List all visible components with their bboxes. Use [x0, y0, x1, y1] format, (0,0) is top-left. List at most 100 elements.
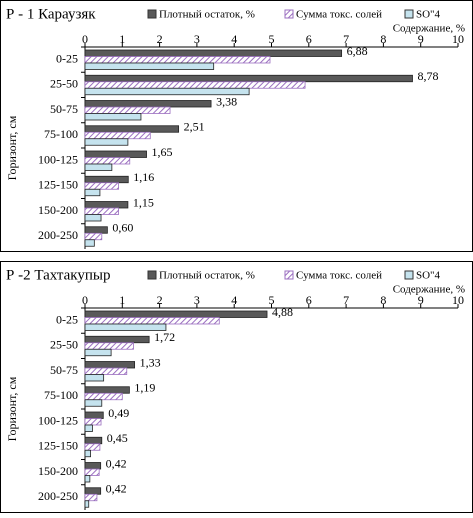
- value-label: 3,38: [216, 94, 237, 108]
- x-tick-label: 3: [194, 293, 200, 307]
- bar: [84, 150, 147, 158]
- bar: [84, 113, 142, 121]
- bar: [84, 207, 119, 215]
- x-tick-label: 1: [119, 293, 125, 307]
- bar: [84, 239, 95, 247]
- y-tick-label: 25-50: [50, 338, 78, 352]
- value-label: 0,45: [107, 431, 128, 445]
- x-tick-label: 6: [306, 293, 312, 307]
- y-tick-label: 200-250: [38, 489, 78, 503]
- value-label: 1,33: [140, 355, 161, 369]
- value-label: 1,19: [134, 381, 155, 395]
- bar: [84, 449, 91, 458]
- y-tick-label: 50-75: [50, 363, 78, 377]
- value-label: 0,42: [106, 456, 127, 470]
- x-tick-label: 6: [306, 32, 312, 46]
- x-tick-label: 10: [452, 293, 464, 307]
- bar: [84, 335, 150, 344]
- value-label: 1,16: [133, 170, 154, 184]
- chart-title: Р -2 Тахтакупыр: [6, 267, 111, 283]
- x-tick-label: 2: [157, 32, 163, 46]
- x-tick-label: 8: [380, 293, 386, 307]
- x-tick-label: 5: [269, 293, 275, 307]
- bar: [84, 175, 129, 184]
- bar: [84, 232, 103, 241]
- bar: [84, 106, 171, 114]
- bar: [84, 493, 98, 502]
- bar: [84, 399, 103, 407]
- y-tick-label: 200-250: [38, 228, 78, 242]
- bar: [84, 462, 102, 470]
- bar: [84, 411, 104, 419]
- x-tick-label: 5: [269, 32, 275, 46]
- x-tick-label: 7: [343, 293, 349, 307]
- bar: [84, 392, 123, 401]
- bar: [84, 125, 180, 133]
- x-tick-label: 2: [157, 293, 163, 307]
- y-tick-label: 125-150: [38, 178, 78, 192]
- bar: [84, 87, 250, 96]
- bar: [84, 317, 220, 325]
- legend-swatch: [284, 9, 294, 19]
- value-label: 4,88: [272, 305, 293, 319]
- bar: [84, 348, 112, 357]
- bar: [84, 163, 113, 171]
- x-tick-label: 8: [380, 32, 386, 46]
- value-label: 8,78: [417, 69, 438, 83]
- bar: [84, 424, 93, 432]
- legend-label: SO"4: [416, 9, 441, 21]
- bar: [84, 56, 271, 64]
- chart-title: Р - 1 Караузяк: [6, 6, 96, 22]
- bar: [84, 367, 128, 375]
- y-tick-label: 150-200: [38, 464, 78, 478]
- bar: [84, 361, 136, 369]
- bar: [84, 188, 101, 197]
- bar: [84, 468, 100, 476]
- bar: [84, 201, 129, 209]
- y-tick-label: 0-25: [56, 312, 78, 326]
- legend-label: Плотный остаток, %: [159, 270, 255, 282]
- value-label: 1,72: [154, 330, 175, 344]
- y-tick-label: 100-125: [38, 413, 78, 427]
- bar: [84, 475, 91, 483]
- bar: [84, 49, 343, 57]
- y-tick-label: 50-75: [50, 102, 78, 116]
- x-tick-label: 10: [452, 32, 464, 46]
- legend-label: Сумма токс. солей: [296, 270, 382, 282]
- legend-label: Плотный остаток, %: [159, 9, 255, 21]
- bar: [84, 386, 130, 394]
- y-tick-label: 100-125: [38, 152, 78, 166]
- panel: [0, 261, 473, 513]
- x-tick-label: 7: [343, 32, 349, 46]
- bar: [84, 310, 268, 318]
- bar: [84, 100, 212, 108]
- x-tick-label: 0: [82, 32, 88, 46]
- y-axis-label: Горизонт, см: [5, 115, 19, 180]
- bar: [84, 138, 129, 146]
- legend-label: Сумма токс. солей: [296, 9, 382, 21]
- bar: [84, 418, 102, 426]
- bar: [84, 342, 134, 350]
- legend-swatch: [147, 9, 157, 19]
- bar: [84, 81, 306, 89]
- y-tick-label: 75-100: [44, 127, 78, 141]
- x-tick-label: 4: [231, 293, 237, 307]
- bar: [84, 131, 151, 140]
- value-label: 0,60: [112, 221, 133, 235]
- value-label: 6,88: [347, 44, 368, 58]
- value-label: 0,42: [106, 482, 127, 496]
- value-label: 1,65: [152, 145, 173, 159]
- bar: [84, 374, 105, 382]
- bar: [84, 226, 108, 234]
- x-tick-label: 9: [418, 32, 424, 46]
- y-tick-label: 25-50: [50, 77, 78, 91]
- bar: [84, 436, 103, 445]
- bar: [84, 443, 101, 451]
- x-axis-label: Содержание, %: [393, 284, 465, 296]
- legend-label: SO"4: [416, 270, 441, 282]
- bar: [84, 487, 102, 495]
- y-tick-label: 0-25: [56, 51, 78, 65]
- x-tick-label: 1: [119, 32, 125, 46]
- legend-swatch: [284, 270, 294, 280]
